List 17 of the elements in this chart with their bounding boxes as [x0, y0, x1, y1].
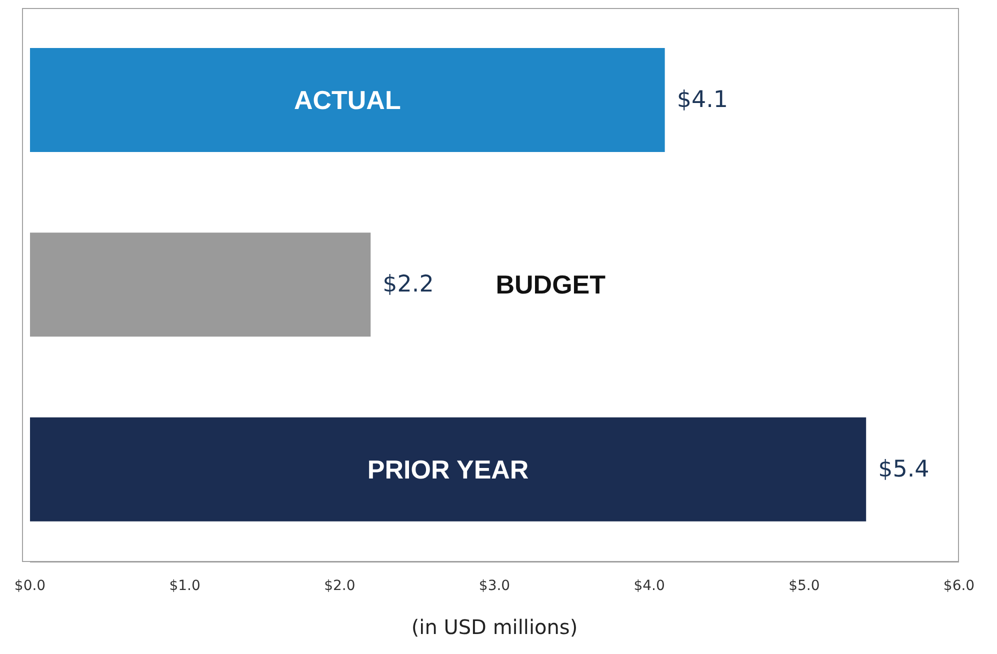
x-axis-title: (in USD millions) — [411, 615, 578, 639]
bar — [30, 48, 665, 152]
bar — [30, 417, 866, 522]
x-tick-label: $3.0 — [478, 578, 510, 594]
data-label: $4.1 — [676, 87, 728, 113]
x-tick-label: $4.0 — [634, 578, 665, 594]
x-tick-label: $0.0 — [14, 578, 46, 594]
data-label: $2.2 — [382, 272, 434, 298]
data-label: $5.4 — [878, 456, 930, 482]
x-tick-label: $5.0 — [788, 578, 820, 594]
y-tick-label: ACTUAL — [294, 85, 401, 115]
y-tick-label: BUDGET — [496, 270, 606, 300]
x-tick-label: $1.0 — [169, 578, 200, 594]
x-tick-label: $2.0 — [324, 578, 356, 594]
y-tick-label: PRIOR YEAR — [367, 454, 529, 484]
bar — [30, 232, 371, 337]
x-tick-label: $6.0 — [943, 578, 975, 594]
